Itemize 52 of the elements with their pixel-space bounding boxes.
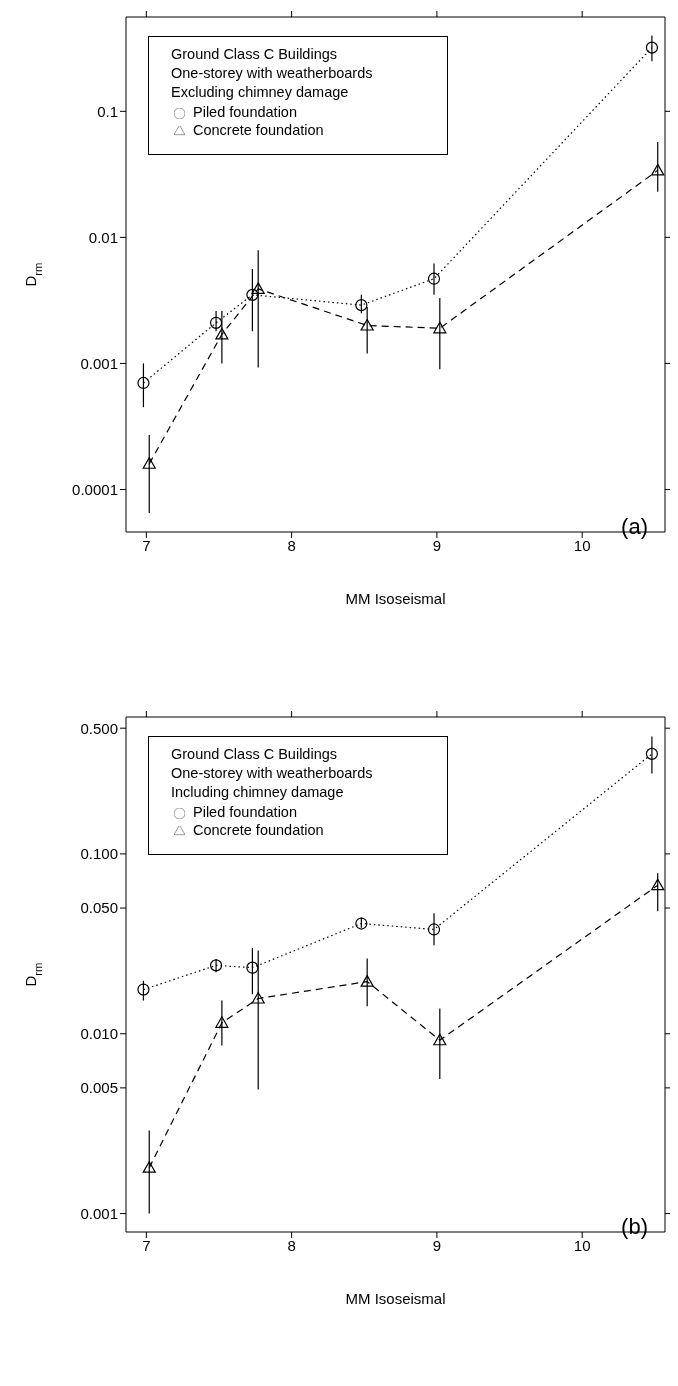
y-tick-label: 0.050 [80, 899, 118, 917]
point [433, 321, 447, 334]
point [246, 288, 259, 301]
point [137, 983, 150, 996]
annotation: (a) [621, 514, 648, 540]
x-axis-title: MM Isoseismal [345, 1290, 446, 1307]
point [251, 991, 265, 1004]
point [433, 1033, 447, 1046]
y-tick-label: 0.0001 [72, 480, 118, 498]
y-tick-label: 0.010 [80, 1025, 118, 1043]
point [215, 327, 229, 340]
point [355, 299, 368, 312]
point [209, 316, 223, 329]
x-tick-label: 9 [432, 1236, 442, 1254]
legend-label: Piled foundation [193, 804, 297, 820]
point [355, 917, 368, 930]
annotation: (b) [621, 1214, 648, 1240]
y-tick-label: 0.005 [80, 1079, 118, 1097]
y-tick-label: 0.100 [80, 845, 118, 863]
x-tick-label: 10 [573, 1236, 591, 1254]
x-tick-label: 8 [287, 1236, 296, 1254]
x-tick-label: 8 [287, 536, 296, 554]
legend-label: Concrete foundation [193, 822, 324, 838]
point [645, 747, 659, 760]
point [651, 878, 665, 891]
y-tick-label: 0.01 [88, 228, 118, 246]
legend-title: Ground Class C Buildings One-storey with weatherboards Excluding chimney damage [171, 45, 374, 102]
legend-label: Piled foundation [193, 104, 297, 120]
x-tick-label: 7 [142, 536, 151, 554]
x-axis-title: MM Isoseismal [345, 590, 446, 607]
x-tick-label: 7 [142, 1236, 151, 1254]
y-tick-label: 0.500 [80, 719, 118, 737]
legend-title: Ground Class C Buildings One-storey with weatherboards Including chimney damage [171, 745, 374, 802]
point [209, 959, 223, 972]
point [142, 457, 156, 469]
point [251, 282, 265, 295]
x-tick-label: 10 [573, 536, 591, 554]
point [645, 41, 659, 54]
y-tick-label: 0.001 [80, 354, 118, 372]
point [246, 961, 259, 974]
point [651, 163, 665, 176]
point [137, 376, 150, 390]
point [142, 1161, 156, 1173]
y-tick-label: 0.1 [97, 102, 118, 120]
y-tick-label: 0.001 [80, 1204, 118, 1222]
x-tick-label: 9 [432, 536, 442, 554]
legend-label: Concrete foundation [193, 122, 324, 138]
point [360, 974, 374, 987]
point [215, 1016, 229, 1028]
point [427, 923, 441, 936]
point [360, 318, 374, 331]
point [427, 272, 441, 285]
